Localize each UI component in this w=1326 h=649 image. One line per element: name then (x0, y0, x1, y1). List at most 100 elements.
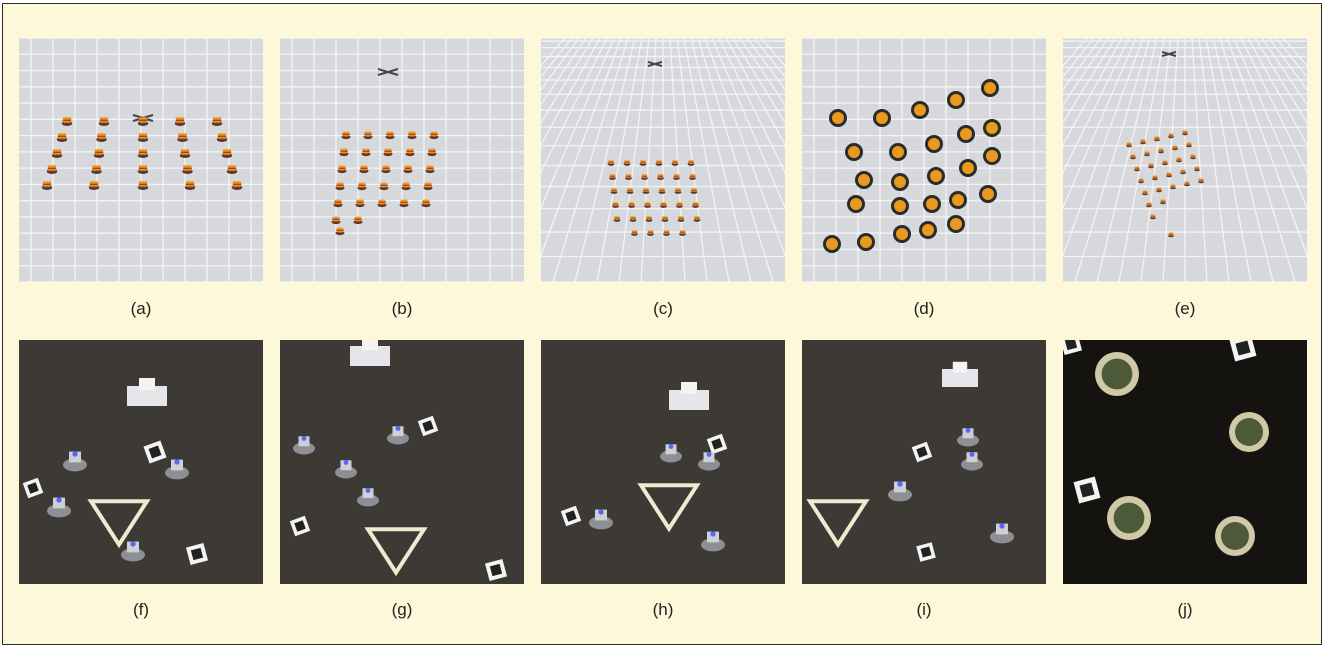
robot (626, 188, 634, 194)
robot (46, 165, 58, 174)
drone (350, 340, 390, 366)
panel-g-caption: (g) (391, 600, 413, 619)
triangle-marker (806, 499, 870, 549)
robot (990, 523, 1014, 544)
panel-b-image (280, 38, 524, 282)
robot (1160, 199, 1166, 205)
drone (127, 378, 167, 406)
panel-h (541, 340, 785, 584)
robot (957, 428, 979, 447)
robot (399, 199, 409, 208)
panel-c (541, 38, 785, 282)
fiducial-marker (22, 477, 44, 499)
robot (857, 233, 875, 251)
robot (425, 165, 435, 174)
robot (888, 481, 912, 502)
robot (660, 444, 682, 463)
robot (660, 202, 667, 208)
panel-b-caption: (b) (391, 299, 413, 318)
triangle-marker (364, 527, 428, 577)
fiducial-marker (911, 441, 933, 463)
robot (335, 227, 345, 236)
robot (1186, 142, 1192, 148)
robot (182, 165, 193, 174)
robot (56, 133, 68, 142)
robot (1095, 352, 1139, 396)
panel-i-image (802, 340, 1046, 584)
panel-e-image (1063, 38, 1307, 282)
robot (957, 125, 975, 143)
robot (359, 165, 369, 174)
fiducial-marker (185, 542, 209, 566)
panel-i (802, 340, 1046, 584)
panel-a-caption: (a) (130, 299, 152, 318)
robot (383, 148, 393, 157)
floor (19, 340, 263, 584)
robot (1140, 139, 1146, 145)
robot (674, 188, 682, 194)
panel-a (19, 38, 263, 282)
robot (1194, 166, 1200, 172)
robot (645, 216, 653, 222)
robot (891, 173, 909, 191)
fiducial-marker (1063, 340, 1083, 356)
robot (644, 202, 651, 208)
robot (405, 148, 415, 157)
panel-c-caption: (c) (653, 299, 673, 318)
robot (1148, 163, 1154, 169)
fiducial-marker (143, 440, 167, 464)
robot (628, 202, 635, 208)
drone (377, 68, 399, 76)
robot (335, 182, 345, 191)
robot (1126, 142, 1132, 148)
robot (655, 160, 663, 166)
panel-g (280, 340, 524, 584)
panel-h-image (541, 340, 785, 584)
figure-frame: (a) (b) (c) (d) (e) (f) (g) (h) (i) (j) (2, 3, 1322, 645)
fiducial-marker (289, 515, 311, 537)
robot (657, 174, 664, 180)
robot (1172, 145, 1178, 151)
panel-h-caption: (h) (652, 600, 674, 619)
panel-j (1063, 340, 1307, 584)
robot (137, 133, 149, 142)
robot (401, 182, 411, 191)
robot (829, 109, 847, 127)
panel-e-caption: (e) (1174, 299, 1196, 318)
panel-d (802, 38, 1046, 282)
robot (1170, 184, 1176, 190)
robot (353, 216, 363, 225)
robot (631, 230, 638, 236)
robot (1152, 175, 1158, 181)
robot (642, 188, 650, 194)
robot (1215, 516, 1255, 556)
robot (47, 497, 71, 518)
robot (226, 165, 238, 174)
robot (429, 131, 439, 140)
robot (1158, 148, 1164, 154)
panel-i-caption: (i) (916, 600, 932, 619)
fiducial-marker (417, 415, 439, 437)
robot (293, 436, 315, 455)
drone (942, 361, 978, 387)
robot (357, 182, 367, 191)
robot (823, 235, 841, 253)
robot (1168, 232, 1174, 238)
robot (698, 452, 720, 471)
robot (663, 230, 670, 236)
robot (363, 131, 373, 140)
robot (1176, 157, 1182, 163)
fiducial-marker (706, 433, 728, 455)
robot (658, 188, 666, 194)
robot (1142, 190, 1148, 196)
robot (51, 149, 63, 158)
robot (612, 202, 619, 208)
robot (137, 149, 149, 158)
robot (165, 459, 189, 480)
robot (919, 221, 937, 239)
robot (889, 143, 907, 161)
robot (1180, 169, 1186, 175)
robot (1107, 496, 1151, 540)
robot (1190, 154, 1196, 160)
robot (690, 188, 698, 194)
